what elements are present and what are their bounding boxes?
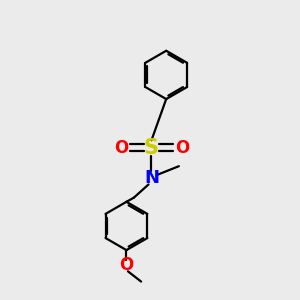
Text: S: S (144, 138, 159, 158)
Text: N: N (144, 169, 159, 187)
Text: O: O (175, 139, 189, 157)
Text: O: O (119, 256, 134, 274)
Text: O: O (114, 139, 128, 157)
